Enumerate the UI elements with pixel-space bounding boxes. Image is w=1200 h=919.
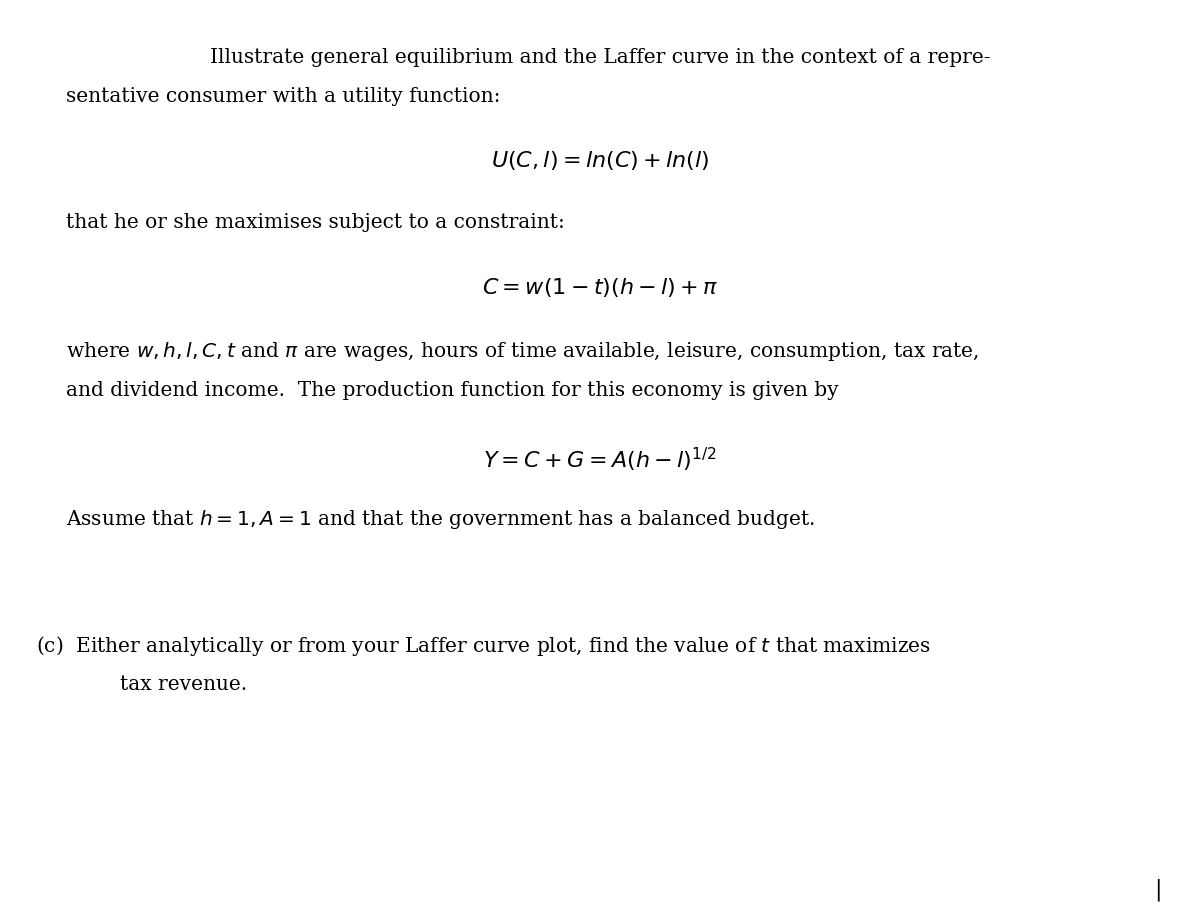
- Text: that he or she maximises subject to a constraint:: that he or she maximises subject to a co…: [66, 213, 565, 233]
- Text: sentative consumer with a utility function:: sentative consumer with a utility functi…: [66, 87, 500, 107]
- Text: Illustrate general equilibrium and the Laffer curve in the context of a repre-: Illustrate general equilibrium and the L…: [210, 48, 990, 67]
- Text: and dividend income.  The production function for this economy is given by: and dividend income. The production func…: [66, 381, 839, 401]
- Text: |: |: [1154, 879, 1162, 901]
- Text: $Y = C + G = A(h-l)^{1/2}$: $Y = C + G = A(h-l)^{1/2}$: [484, 446, 716, 474]
- Text: (c)  Either analytically or from your Laffer curve plot, find the value of $t$ t: (c) Either analytically or from your Laf…: [36, 634, 931, 658]
- Text: $U(C,l) = \mathit{ln}(C) + \mathit{ln}(l)$: $U(C,l) = \mathit{ln}(C) + \mathit{ln}(l…: [491, 149, 709, 172]
- Text: $C = w(1-t)(h-l) + \pi$: $C = w(1-t)(h-l) + \pi$: [481, 276, 719, 299]
- Text: Assume that $h = 1, A = 1$ and that the government has a balanced budget.: Assume that $h = 1, A = 1$ and that the …: [66, 508, 815, 531]
- Text: where $w, h, l, C, t$ and $\pi$ are wages, hours of time available, leisure, con: where $w, h, l, C, t$ and $\pi$ are wage…: [66, 340, 979, 363]
- Text: tax revenue.: tax revenue.: [120, 675, 247, 695]
